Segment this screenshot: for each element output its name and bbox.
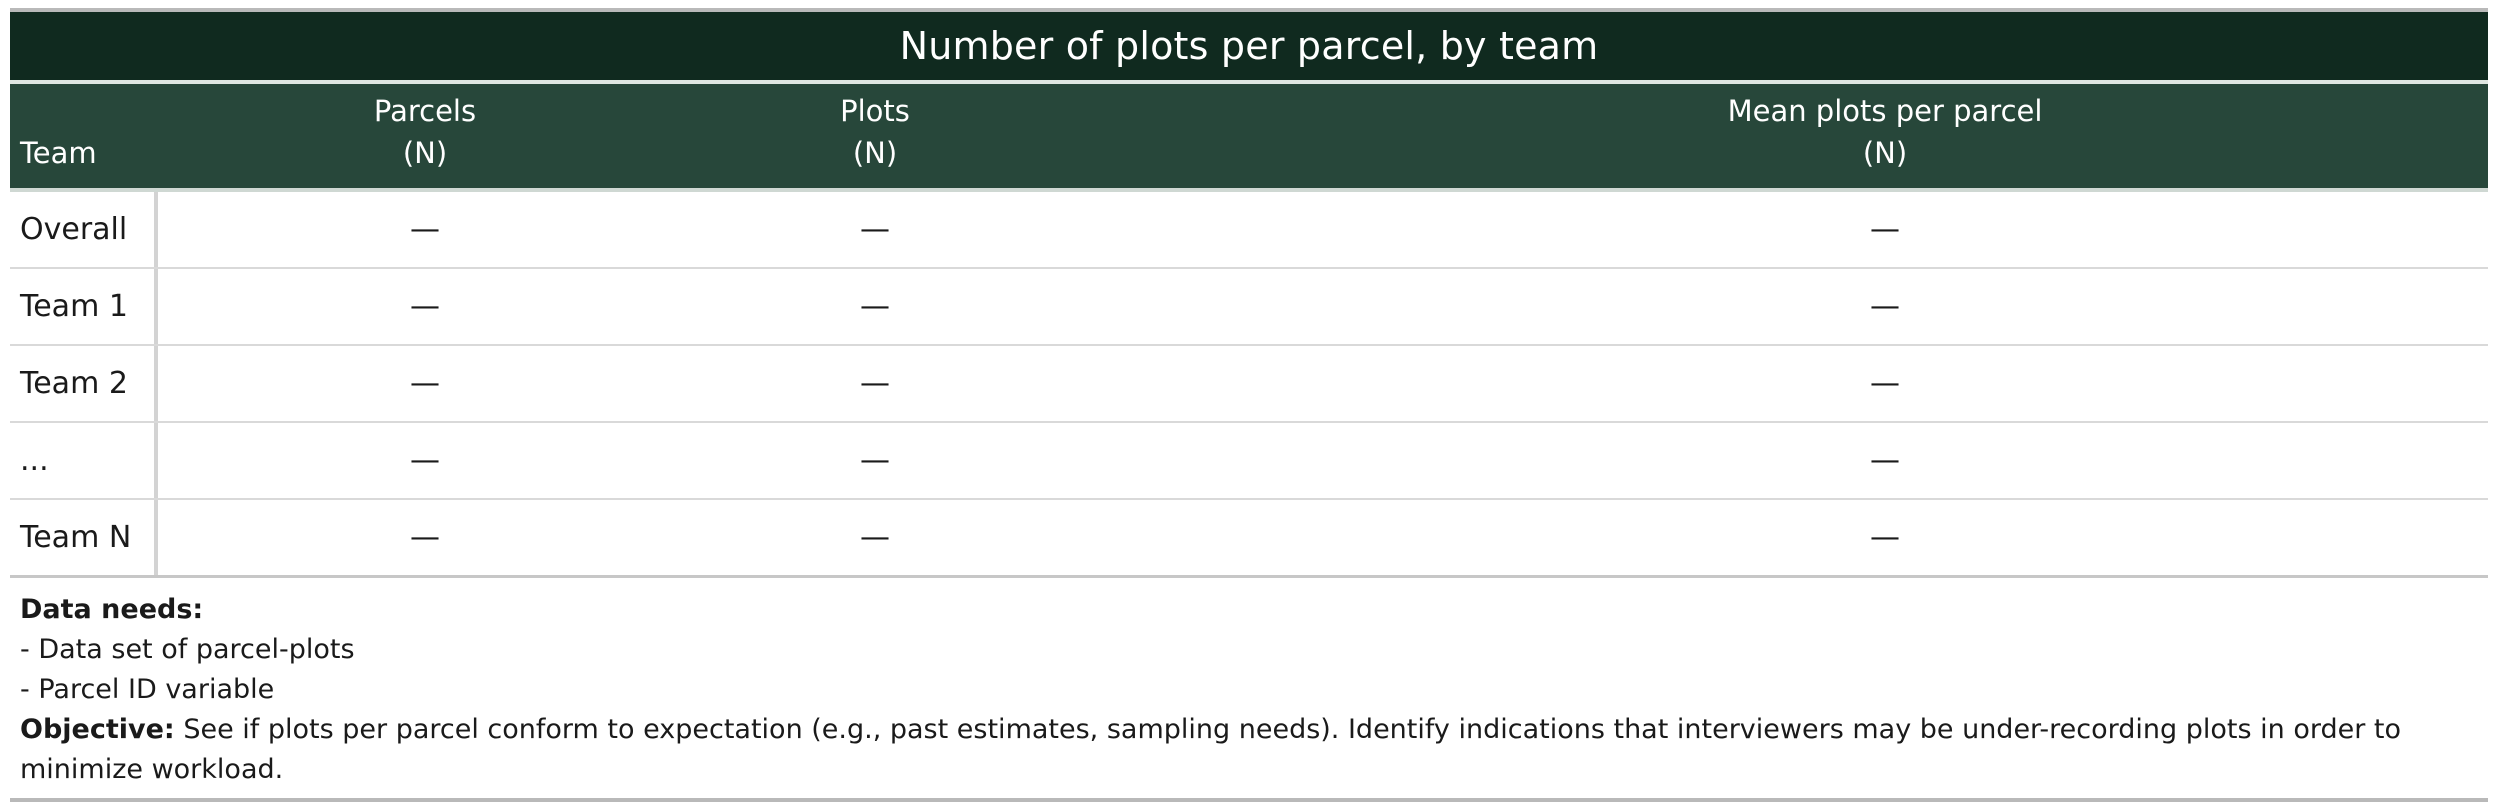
header-rule xyxy=(10,188,2488,192)
cell-parcels: — xyxy=(410,520,440,555)
column-header-mean: Mean plots per parcel (N) xyxy=(1310,90,2460,174)
column-header-mean-label: Mean plots per parcel xyxy=(1727,94,2043,128)
objective-text: See if plots per parcel conform to expec… xyxy=(20,714,2402,785)
cell-plots: — xyxy=(860,443,890,478)
column-header-plots-unit: (N) xyxy=(852,136,898,170)
cell-parcels: — xyxy=(410,366,440,401)
column-header-plots-label: Plots xyxy=(840,94,910,128)
top-rule xyxy=(10,8,2488,12)
table-row-ellipsis: ... — — — xyxy=(10,423,2488,500)
cell-parcels: — xyxy=(410,289,440,324)
bottom-rule xyxy=(10,798,2488,802)
objective-note: Objective: See if plots per parcel confo… xyxy=(20,710,2478,790)
row-label: ... xyxy=(10,423,158,498)
row-label: Team 1 xyxy=(10,269,158,344)
table-title-text: Number of plots per parcel, by team xyxy=(899,24,1599,68)
objective-label: Objective: xyxy=(20,714,175,745)
cell-plots: — xyxy=(860,289,890,324)
table-body: Overall — — — Team 1 — — — Team 2 — — — … xyxy=(10,192,2488,578)
cell-plots: — xyxy=(860,212,890,247)
cell-plots: — xyxy=(860,520,890,555)
data-needs-item: - Parcel ID variable xyxy=(20,674,275,705)
table-row-team-1: Team 1 — — — xyxy=(10,269,2488,346)
column-header-parcels-label: Parcels xyxy=(373,94,477,128)
cell-mean-plots: — xyxy=(1870,443,1900,478)
column-header-parcels: Parcels (N) xyxy=(160,90,690,174)
cell-parcels: — xyxy=(410,443,440,478)
column-header-parcels-unit: (N) xyxy=(402,136,448,170)
cell-parcels: — xyxy=(410,212,440,247)
row-label: Team 2 xyxy=(10,346,158,421)
table-row-overall: Overall — — — xyxy=(10,192,2488,269)
column-header-row: Team Parcels (N) Plots (N) Mean plots pe… xyxy=(10,84,2488,188)
title-separator xyxy=(10,80,2488,84)
cell-mean-plots: — xyxy=(1870,366,1900,401)
column-header-team-label: Team xyxy=(20,136,97,170)
column-header-team: Team xyxy=(20,132,97,174)
cell-mean-plots: — xyxy=(1870,289,1900,324)
row-label: Team N xyxy=(10,500,158,575)
table-title: Number of plots per parcel, by team xyxy=(10,12,2488,80)
cell-mean-plots: — xyxy=(1870,212,1900,247)
cell-plots: — xyxy=(860,366,890,401)
data-needs-label: Data needs: xyxy=(20,594,204,625)
column-header-mean-unit: (N) xyxy=(1862,136,1908,170)
table-row-team-2: Team 2 — — — xyxy=(10,346,2488,423)
row-label: Overall xyxy=(10,192,158,267)
table-row-team-n: Team N — — — xyxy=(10,500,2488,578)
data-needs-item: - Data set of parcel-plots xyxy=(20,634,355,665)
cell-mean-plots: — xyxy=(1870,520,1900,555)
table-footnotes: Data needs: - Data set of parcel-plots -… xyxy=(10,578,2488,790)
column-header-plots: Plots (N) xyxy=(610,90,1140,174)
table-container: Number of plots per parcel, by team Team… xyxy=(10,8,2488,802)
